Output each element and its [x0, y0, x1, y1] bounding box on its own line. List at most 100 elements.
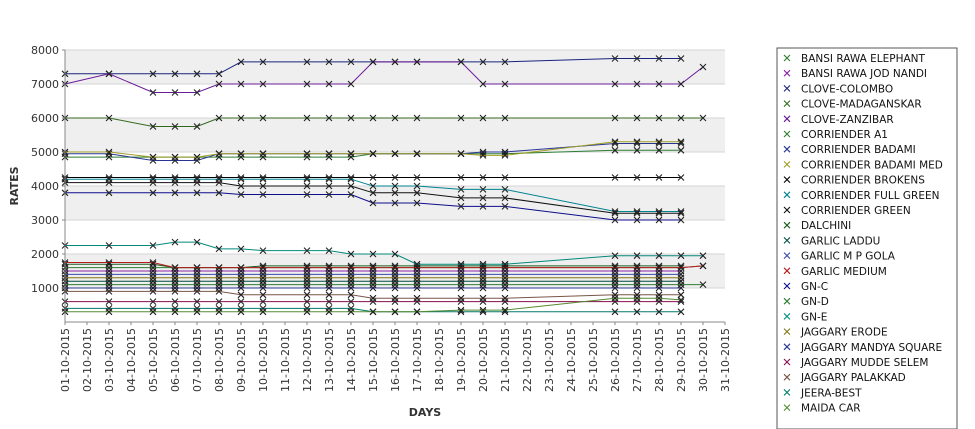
data-point	[171, 298, 179, 305]
data-point	[655, 209, 663, 217]
data-point	[215, 189, 223, 197]
legend-marker	[783, 358, 791, 366]
data-point	[413, 308, 421, 316]
legend-item: JAGGARY PALAKKAD	[783, 372, 906, 384]
legend-box	[776, 47, 958, 429]
data-point	[677, 252, 685, 260]
legend-label: CLOVE-COLOMBO	[801, 83, 893, 95]
data-point	[611, 80, 619, 88]
legend-item: MAIDA CAR	[783, 403, 861, 415]
data-point	[633, 284, 641, 292]
y-tick-label: 6000	[31, 112, 59, 125]
x-tick-label: 13-10-2015	[323, 328, 336, 392]
data-point	[193, 89, 201, 96]
legend-item: BANSI RAWA ELEPHANT	[783, 53, 926, 65]
data-point	[105, 179, 113, 186]
data-point	[457, 194, 465, 202]
data-point	[171, 123, 179, 130]
legend-label: GN-C	[801, 281, 828, 293]
data-point	[325, 150, 333, 158]
x-tick-label: 18-10-2015	[433, 328, 446, 392]
data-point	[347, 274, 355, 282]
x-tick-label: 11-10-2015	[279, 328, 292, 392]
x-tick-label: 28-10-2015	[653, 328, 666, 392]
legend-marker	[783, 313, 791, 320]
data-point	[347, 150, 355, 158]
data-point	[237, 150, 245, 158]
legend-marker	[783, 373, 791, 381]
data-point	[105, 308, 113, 316]
legend-item: GARLIC MEDIUM	[783, 266, 887, 278]
data-point	[457, 260, 465, 268]
data-point	[655, 252, 663, 260]
series-line	[65, 262, 704, 269]
x-tick-label: 02-10-2015	[81, 328, 94, 392]
data-point	[347, 58, 355, 66]
data-point	[369, 189, 377, 197]
data-point	[501, 186, 509, 193]
y-tick-label: 7000	[31, 78, 59, 91]
data-point	[677, 216, 685, 224]
data-point	[633, 294, 641, 302]
data-point	[193, 274, 201, 282]
data-point	[215, 150, 223, 158]
data-point	[259, 191, 267, 198]
legend-label: GARLIC LADDU	[801, 235, 880, 247]
data-point	[677, 146, 685, 154]
y-tick-label: 4000	[31, 180, 59, 193]
data-point	[457, 274, 465, 282]
data-point	[237, 175, 245, 183]
x-tick-label: 16-10-2015	[389, 328, 402, 392]
legend-marker	[783, 237, 791, 244]
data-point	[677, 174, 685, 181]
data-point	[501, 203, 509, 210]
legend-item: CORRIENDER BADAMI MED	[783, 159, 943, 171]
legend-marker	[783, 85, 791, 92]
legend-label: MAIDA CAR	[801, 403, 861, 415]
data-point	[215, 80, 223, 88]
data-point	[391, 199, 399, 207]
data-point	[413, 294, 421, 302]
data-point	[699, 252, 707, 260]
series-line	[65, 241, 703, 265]
data-point	[655, 264, 663, 271]
x-tick-label: 27-10-2015	[631, 328, 644, 392]
data-point	[105, 70, 113, 78]
data-point	[259, 298, 267, 305]
data-point	[369, 264, 377, 271]
data-point	[237, 182, 245, 190]
data-point	[149, 70, 157, 78]
data-point	[677, 209, 685, 217]
legend-marker	[783, 145, 791, 153]
data-point	[391, 150, 399, 158]
data-point	[633, 146, 641, 154]
data-point	[457, 58, 465, 66]
data-point	[611, 209, 619, 217]
data-point	[611, 252, 619, 260]
data-point	[677, 55, 685, 62]
data-point	[413, 274, 421, 282]
y-axis-label: RATES	[8, 166, 21, 205]
data-point	[479, 260, 487, 268]
data-point	[347, 80, 355, 88]
data-point	[347, 191, 355, 198]
data-point	[413, 58, 421, 66]
legend-marker	[783, 176, 791, 183]
legend-item: GN-C	[783, 281, 828, 293]
data-point	[259, 182, 267, 190]
data-point	[303, 191, 311, 198]
data-point	[259, 247, 267, 254]
data-point	[501, 194, 509, 202]
data-point	[655, 146, 663, 154]
x-tick-label: 26-10-2015	[609, 328, 622, 392]
data-point	[303, 284, 311, 292]
data-point	[501, 294, 509, 302]
data-point	[303, 114, 311, 122]
data-point	[171, 179, 179, 186]
data-point	[105, 242, 113, 249]
data-point	[259, 150, 267, 158]
data-point	[633, 216, 641, 224]
plot-band	[65, 50, 725, 84]
legend-item: CLOVE-MADAGANSKAR	[783, 99, 922, 111]
